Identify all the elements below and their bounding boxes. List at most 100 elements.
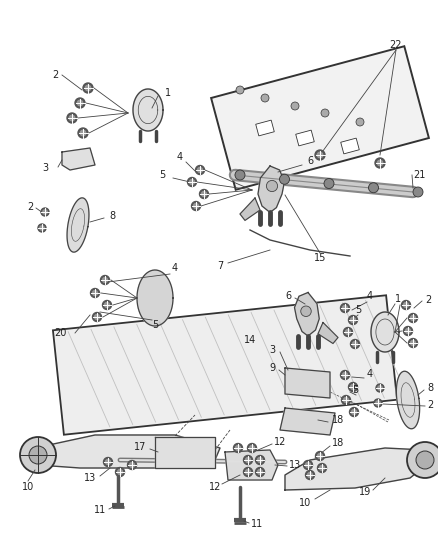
Text: 2: 2 xyxy=(27,202,33,212)
Polygon shape xyxy=(137,270,173,326)
Circle shape xyxy=(378,386,382,390)
Circle shape xyxy=(368,183,378,193)
Polygon shape xyxy=(133,89,163,131)
Circle shape xyxy=(130,463,134,467)
Text: 8: 8 xyxy=(427,383,433,393)
Circle shape xyxy=(317,152,323,158)
Circle shape xyxy=(199,190,208,198)
Text: 13: 13 xyxy=(84,473,96,483)
Circle shape xyxy=(106,459,110,464)
Text: 13: 13 xyxy=(289,460,301,470)
Circle shape xyxy=(100,276,110,285)
Circle shape xyxy=(346,329,350,335)
Text: 18: 18 xyxy=(332,415,344,425)
Circle shape xyxy=(376,401,380,405)
Polygon shape xyxy=(396,372,420,429)
Circle shape xyxy=(320,465,325,471)
Circle shape xyxy=(29,446,47,464)
Circle shape xyxy=(236,86,244,94)
Circle shape xyxy=(301,306,311,317)
Circle shape xyxy=(266,180,278,191)
Polygon shape xyxy=(294,293,319,336)
Circle shape xyxy=(343,327,353,336)
Circle shape xyxy=(255,456,265,464)
Text: 18: 18 xyxy=(332,438,344,448)
Circle shape xyxy=(116,467,124,477)
Circle shape xyxy=(258,457,262,463)
Text: 12: 12 xyxy=(274,437,286,447)
Circle shape xyxy=(103,457,113,466)
Circle shape xyxy=(85,85,91,91)
Circle shape xyxy=(190,180,194,184)
Circle shape xyxy=(291,102,299,110)
Circle shape xyxy=(244,467,252,477)
Text: 6: 6 xyxy=(285,291,291,301)
Polygon shape xyxy=(296,130,314,146)
Circle shape xyxy=(187,177,197,187)
Circle shape xyxy=(410,316,416,320)
Circle shape xyxy=(279,174,290,184)
Polygon shape xyxy=(371,312,399,352)
Polygon shape xyxy=(280,408,335,435)
Circle shape xyxy=(80,130,86,136)
Circle shape xyxy=(67,113,77,123)
Text: 4: 4 xyxy=(172,263,178,273)
Circle shape xyxy=(95,314,99,319)
Polygon shape xyxy=(258,166,284,212)
Circle shape xyxy=(306,463,311,467)
Polygon shape xyxy=(341,138,359,154)
Text: 22: 22 xyxy=(390,40,402,50)
Circle shape xyxy=(194,204,198,208)
Circle shape xyxy=(247,443,257,453)
Polygon shape xyxy=(53,295,397,435)
Circle shape xyxy=(236,446,240,450)
Circle shape xyxy=(304,461,312,470)
Circle shape xyxy=(261,94,269,102)
Circle shape xyxy=(255,467,265,477)
Circle shape xyxy=(375,158,385,168)
Polygon shape xyxy=(35,435,220,468)
Polygon shape xyxy=(67,198,89,252)
Polygon shape xyxy=(211,46,429,190)
Text: 2: 2 xyxy=(425,295,431,305)
Text: 5: 5 xyxy=(352,385,358,395)
Text: 4: 4 xyxy=(367,369,373,379)
Circle shape xyxy=(198,167,202,173)
Circle shape xyxy=(403,303,409,308)
Polygon shape xyxy=(318,322,338,343)
Polygon shape xyxy=(155,437,215,468)
Circle shape xyxy=(305,471,314,480)
Text: 11: 11 xyxy=(251,519,263,529)
Circle shape xyxy=(201,191,206,197)
Circle shape xyxy=(350,340,360,349)
Circle shape xyxy=(102,278,107,282)
Circle shape xyxy=(403,327,413,335)
Circle shape xyxy=(250,446,254,450)
Polygon shape xyxy=(225,450,278,480)
Circle shape xyxy=(342,395,350,405)
Circle shape xyxy=(38,224,46,232)
Circle shape xyxy=(41,208,49,216)
Circle shape xyxy=(352,409,357,415)
Text: 10: 10 xyxy=(299,498,311,508)
Circle shape xyxy=(340,303,350,312)
Circle shape xyxy=(340,370,350,379)
Circle shape xyxy=(43,210,47,214)
Circle shape xyxy=(92,290,98,295)
Text: 3: 3 xyxy=(269,345,275,355)
Text: 21: 21 xyxy=(413,170,425,180)
Circle shape xyxy=(353,342,357,346)
Text: 11: 11 xyxy=(94,505,106,515)
Polygon shape xyxy=(256,120,274,136)
Circle shape xyxy=(409,338,417,348)
Text: 7: 7 xyxy=(217,261,223,271)
Circle shape xyxy=(409,313,417,322)
Circle shape xyxy=(191,201,201,211)
Text: 2: 2 xyxy=(52,70,58,80)
Circle shape xyxy=(407,442,438,478)
Circle shape xyxy=(374,399,382,407)
Text: 20: 20 xyxy=(54,328,66,338)
Circle shape xyxy=(83,83,93,93)
Text: 12: 12 xyxy=(209,482,221,492)
Circle shape xyxy=(315,150,325,160)
